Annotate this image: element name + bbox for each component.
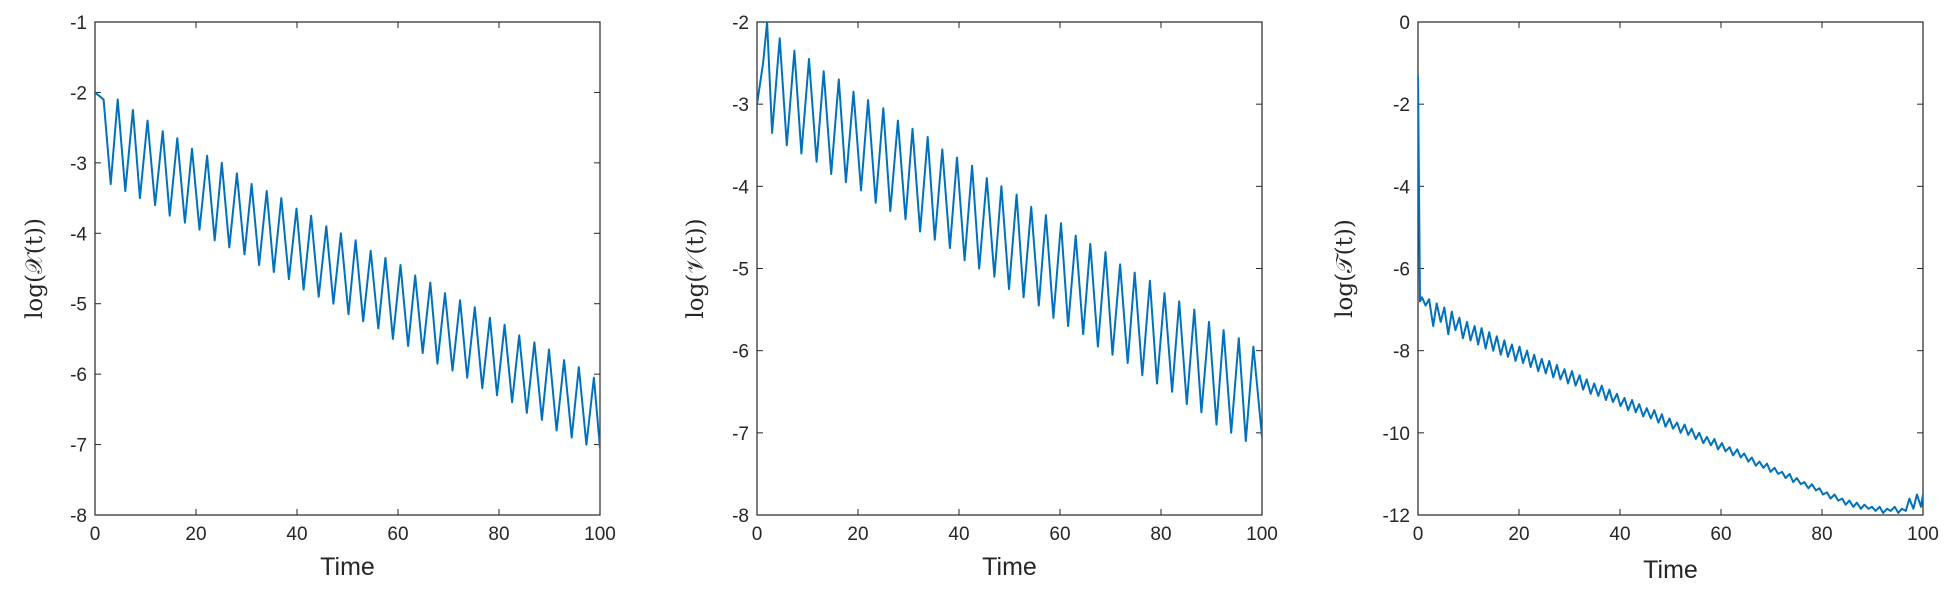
y-tick-label: -4 [1393,177,1410,198]
x-tick-label: 60 [1710,524,1731,545]
x-tick-label: 40 [948,524,969,545]
x-tick-label: 80 [1150,524,1171,545]
x-tick-label: 20 [847,524,868,545]
y-tick-label: -6 [732,342,749,363]
x-tick-label: 0 [90,524,101,545]
y-tick-label: -2 [1393,95,1410,116]
axes-frame [94,21,601,516]
x-tick-label: 40 [286,524,307,545]
y-tick-label: -12 [1383,506,1410,527]
y-tick-label: -3 [732,95,749,116]
y-axis-label: log(𝒯(t)) [1332,219,1358,318]
y-tick-label: -8 [732,506,749,527]
x-tick-label: 100 [584,524,616,545]
series-line-x [95,91,600,449]
x-axis-label: Time [982,553,1037,581]
x-tick-label: 60 [387,524,408,545]
y-tick-label: -7 [70,436,87,457]
y-tick-label: -8 [70,506,87,527]
y-tick-label: -1 [70,13,87,34]
x-tick-label: 0 [1413,524,1424,545]
axes-frame [1417,21,1924,516]
x-tick-label: 20 [185,524,206,545]
x-axis-label: Time [320,553,375,581]
y-tick-label: -5 [732,260,749,281]
y-tick-label: -8 [1393,342,1410,363]
y-tick-label: -2 [70,83,87,104]
y-tick-label: -6 [1393,260,1410,281]
x-tick-label: 20 [1508,524,1529,545]
y-axis-label: log(𝒱(t)) [683,218,709,318]
axes-frame [756,21,1263,516]
y-tick-label: -3 [70,154,87,175]
subplot-t-log: 0 20 40 60 80 100 -12 -10 -8 -6 -4 -2 0 Time log(𝒯(t)) [1332,13,1939,584]
y-tick-label: -4 [70,224,87,245]
y-axis-label: log(𝒳(t)) [22,218,48,319]
x-tick-label: 80 [488,524,509,545]
y-tick-label: -5 [70,295,87,316]
x-tick-label: 80 [1811,524,1832,545]
y-tick-label: -7 [732,424,749,445]
x-tick-label: 40 [1609,524,1630,545]
y-tick-label: -6 [70,365,87,386]
series-line-v [757,22,1262,442]
subplot-x-log: 0 20 40 60 80 100 -8 -7 -6 -5 -4 -3 -2 -1 Time log(𝒳(t)… [22,13,616,581]
y-tick-label: -4 [732,177,749,198]
y-tick-label: 0 [1399,13,1410,34]
x-axis-label: Time [1643,556,1698,584]
x-tick-label: 0 [752,524,763,545]
y-tick-label: -10 [1383,424,1410,445]
x-tick-label: 100 [1246,524,1278,545]
subplot-v-log: 0 20 40 60 80 100 -8 -7 -6 -5 -4 -3 -2 Time log(𝒱(t)) [683,13,1278,581]
x-tick-label: 60 [1049,524,1070,545]
y-tick-label: -2 [732,13,749,34]
x-tick-label: 100 [1907,524,1939,545]
series-line-t [1418,75,1923,514]
